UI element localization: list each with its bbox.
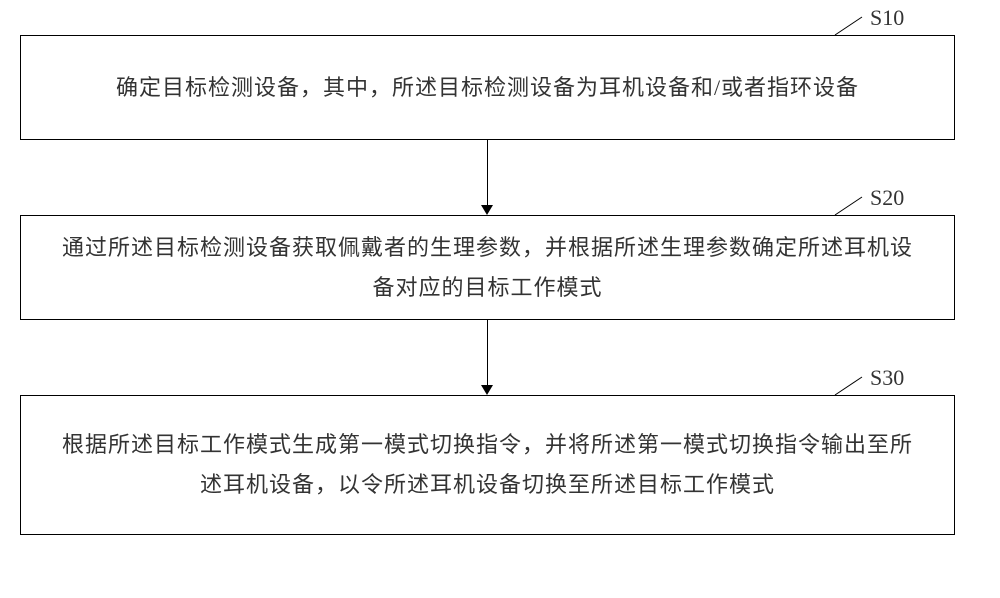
step-text-s30: 根据所述目标工作模式生成第一模式切换指令，并将所述第一模式切换指令输出至所述耳机… — [51, 425, 924, 504]
step-text-s10: 确定目标检测设备，其中，所述目标检测设备为耳机设备和/或者指环设备 — [116, 68, 859, 108]
connector-s20-s30 — [487, 320, 488, 385]
step-label-s20: S20 — [870, 185, 904, 211]
step-text-s20: 通过所述目标检测设备获取佩戴者的生理参数，并根据所述生理参数确定所述耳机设备对应… — [51, 228, 924, 307]
flowchart-container: 确定目标检测设备，其中，所述目标检测设备为耳机设备和/或者指环设备 S10 通过… — [0, 0, 1000, 598]
step-box-s30: 根据所述目标工作模式生成第一模式切换指令，并将所述第一模式切换指令输出至所述耳机… — [20, 395, 955, 535]
step-box-s10: 确定目标检测设备，其中，所述目标检测设备为耳机设备和/或者指环设备 — [20, 35, 955, 140]
arrow-s20-s30 — [481, 385, 493, 395]
connector-s10-s20 — [487, 140, 488, 205]
step-box-s20: 通过所述目标检测设备获取佩戴者的生理参数，并根据所述生理参数确定所述耳机设备对应… — [20, 215, 955, 320]
step-label-s10: S10 — [870, 5, 904, 31]
step-label-s30: S30 — [870, 365, 904, 391]
arrow-s10-s20 — [481, 205, 493, 215]
